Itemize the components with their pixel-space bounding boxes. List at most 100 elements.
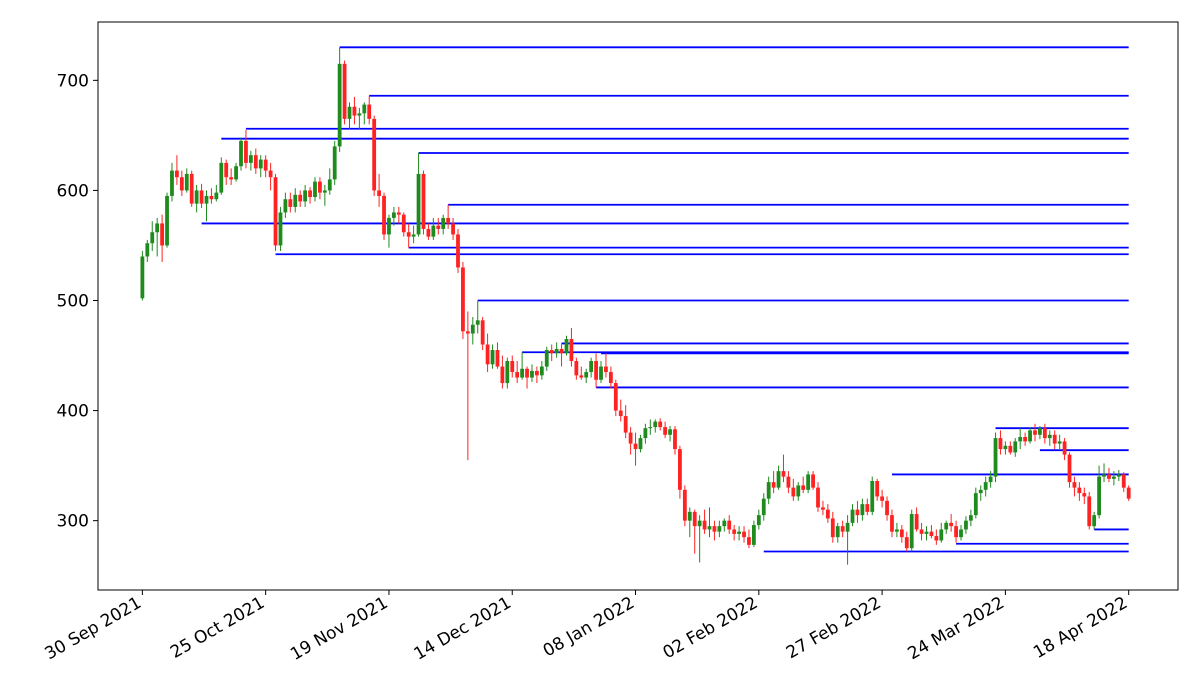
candle-body	[1033, 430, 1037, 435]
candle-body	[500, 366, 505, 384]
candle-body	[895, 529, 899, 532]
candle-body	[978, 489, 983, 494]
candle-body	[825, 509, 830, 519]
candle-body	[372, 118, 377, 191]
candle-body	[1013, 441, 1018, 453]
candle-body	[608, 372, 613, 384]
candle-body	[964, 520, 968, 530]
candle-body	[165, 195, 169, 246]
candle-body	[214, 192, 219, 200]
candle-body	[623, 416, 628, 433]
candle-body	[446, 217, 451, 224]
candle-body	[801, 485, 806, 490]
candle-body	[273, 177, 278, 246]
candle-body	[697, 520, 702, 527]
candle-body	[1008, 445, 1013, 453]
candle-body	[653, 421, 658, 428]
candle-body	[1003, 445, 1008, 450]
candle-body	[786, 476, 791, 488]
candle-body	[1038, 428, 1042, 435]
candle-body	[322, 190, 327, 193]
candle-body	[909, 514, 914, 549]
candle-body	[184, 173, 189, 191]
candle-body	[959, 529, 963, 538]
candle-body	[604, 366, 608, 373]
candle-body	[318, 181, 322, 193]
candle-body	[1057, 441, 1062, 444]
candle-body	[160, 223, 165, 246]
candle-body	[845, 522, 850, 532]
candle-body	[436, 225, 441, 229]
candle-body	[1092, 515, 1097, 527]
candle-body	[1121, 474, 1126, 488]
candle-body	[456, 234, 460, 268]
candle-body	[766, 482, 771, 499]
candle-body	[564, 339, 569, 354]
candle-body	[613, 383, 618, 411]
candle-body	[535, 370, 539, 376]
candle-body	[835, 526, 840, 538]
x-tick-label: 25 Oct 2021	[167, 593, 268, 663]
candle-body	[559, 348, 564, 354]
candle-body	[579, 375, 584, 378]
candle-body	[830, 518, 835, 538]
candle-body	[949, 522, 954, 527]
candle-body	[924, 531, 929, 534]
candle-body	[594, 361, 598, 380]
candle-body	[811, 474, 815, 488]
candle-body	[673, 429, 677, 450]
candle-body	[229, 177, 234, 180]
candle-body	[944, 522, 949, 530]
candle-body	[367, 104, 372, 119]
candle-body	[175, 170, 179, 178]
x-tick-label: 24 Mar 2022	[905, 593, 1008, 664]
candle-body	[194, 190, 199, 204]
x-tick-label: 19 Nov 2021	[287, 593, 391, 665]
candle-body	[742, 531, 746, 538]
candle-body	[751, 525, 756, 545]
candle-body	[337, 63, 342, 147]
plot-frame	[97, 21, 1179, 591]
candle-body	[362, 104, 367, 114]
candle-body	[865, 504, 870, 512]
x-tick-label: 30 Sep 2021	[42, 593, 145, 664]
candle-body	[934, 536, 939, 541]
x-tick-label: 02 Feb 2022	[660, 593, 762, 663]
candle-body	[515, 372, 520, 378]
candle-body	[643, 428, 648, 439]
candle-body	[406, 232, 411, 237]
candle-body	[539, 366, 544, 376]
candle-body	[421, 173, 426, 229]
candle-body	[1116, 474, 1121, 477]
candle-body	[224, 162, 229, 178]
candle-body	[525, 368, 529, 378]
candle-body	[470, 324, 475, 334]
y-tick-label: 400	[57, 402, 89, 422]
candle-body	[1028, 430, 1032, 442]
candle-body	[1023, 436, 1028, 442]
candle-body	[983, 482, 988, 490]
candle-body	[1107, 474, 1111, 479]
candle-body	[1018, 436, 1023, 442]
candle-body	[756, 515, 761, 526]
candle-body	[441, 217, 446, 229]
candle-body	[712, 526, 717, 532]
candle-body	[475, 320, 480, 325]
candle-body	[401, 214, 406, 233]
candle-body	[416, 173, 421, 235]
candle-body	[929, 531, 934, 537]
candle-body	[480, 320, 485, 345]
candle-body	[850, 509, 855, 523]
candle-body	[668, 429, 672, 435]
candle-body	[569, 339, 574, 362]
candle-body	[890, 515, 894, 532]
candle-body	[268, 170, 273, 178]
x-tick-label: 14 Dec 2021	[411, 593, 515, 665]
candle-body	[530, 370, 534, 378]
candle-body	[387, 217, 391, 235]
candle-body	[1097, 476, 1101, 516]
candle-body	[796, 485, 801, 497]
candle-body	[140, 256, 145, 299]
candle-body	[747, 537, 751, 545]
candle-body	[968, 515, 973, 521]
